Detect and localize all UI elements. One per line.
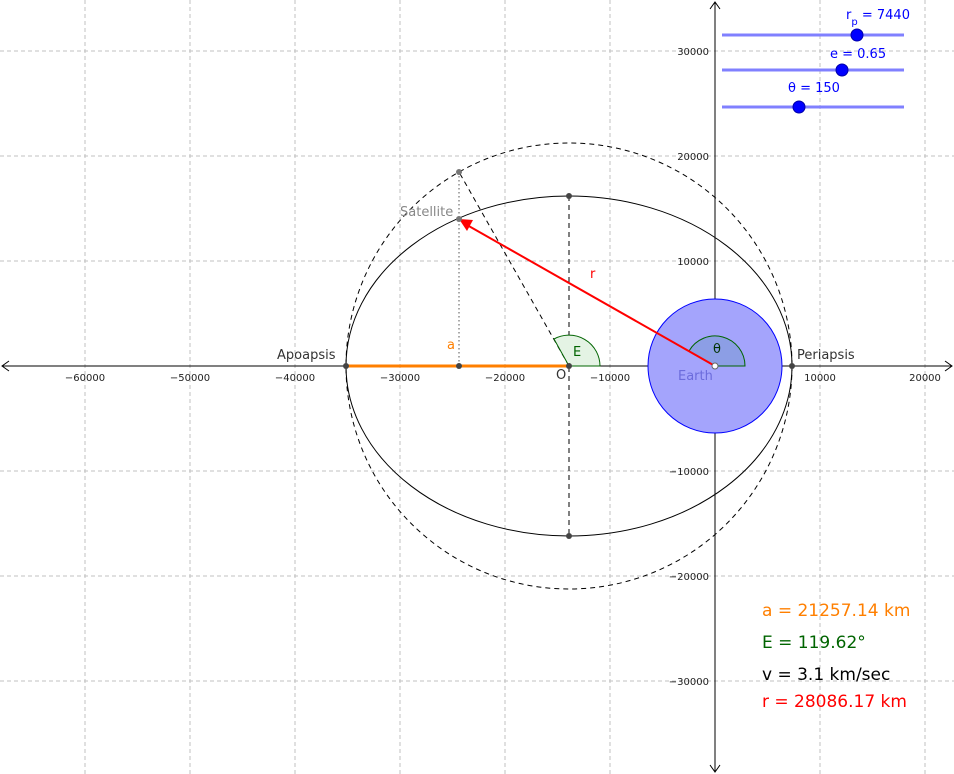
slider-rp[interactable]: rp = 7440 <box>722 8 910 42</box>
periapsis-point[interactable] <box>789 363 795 369</box>
periapsis-label: Periapsis <box>797 348 855 363</box>
tick-labels: −60000 −50000 −40000 −30000 −20000 −10000 1000… <box>65 47 941 688</box>
x-axis-arrow-right <box>944 360 953 372</box>
eccentric-radius-line <box>458 171 570 367</box>
minor-bottom-point[interactable] <box>566 533 572 539</box>
satellite-point[interactable] <box>456 216 462 222</box>
E-angle-sector <box>553 334 601 367</box>
readout-v: v = 3.1 km/sec <box>762 665 891 685</box>
slider-e-knob[interactable] <box>835 63 849 77</box>
satellite-label: Satellite <box>400 205 453 220</box>
y-tick-label: 10000 <box>677 257 709 268</box>
x-axis-arrow-left <box>1 360 10 372</box>
x-tick-label: −60000 <box>65 373 105 384</box>
readout-a: a = 21257.14 km <box>762 601 911 621</box>
slider-theta-knob[interactable] <box>792 100 806 114</box>
earth-center-point[interactable] <box>711 362 719 370</box>
center-label: O <box>556 368 566 383</box>
x-tick-label: 20000 <box>909 373 941 384</box>
E-label: E <box>573 345 581 360</box>
slider-theta[interactable]: θ = 150 <box>722 81 904 114</box>
x-tick-label: −50000 <box>170 373 210 384</box>
x-tick-label: −10000 <box>590 373 630 384</box>
y-tick-label: −10000 <box>669 467 709 478</box>
r-vector <box>466 224 716 367</box>
y-tick-label: 30000 <box>677 47 709 58</box>
y-tick-label: −20000 <box>669 572 709 583</box>
slider-e[interactable]: e = 0.65 <box>722 47 904 77</box>
slider-e-label: e = 0.65 <box>830 47 886 62</box>
r-label: r <box>590 267 596 282</box>
readout-r: r = 28086.17 km <box>762 692 907 712</box>
r-vector-arrowhead <box>459 219 473 231</box>
slider-rp-label: rp = 7440 <box>846 8 910 28</box>
circle-point[interactable] <box>456 169 462 175</box>
minor-top-point[interactable] <box>566 193 572 199</box>
center-point[interactable] <box>566 363 572 369</box>
y-axis-arrow-top <box>709 1 721 10</box>
x-tick-label: −20000 <box>485 373 525 384</box>
y-tick-label: −30000 <box>669 677 709 688</box>
a-label: a <box>447 338 455 353</box>
x-tick-label: 10000 <box>804 373 836 384</box>
x-tick-label: −30000 <box>380 373 420 384</box>
apoapsis-label: Apoapsis <box>277 348 336 363</box>
readout-E: E = 119.62° <box>762 633 866 653</box>
x-tick-label: −40000 <box>275 373 315 384</box>
apoapsis-point[interactable] <box>343 363 349 369</box>
slider-rp-knob[interactable] <box>850 28 864 42</box>
y-axis-arrow-bottom <box>709 764 721 773</box>
earth-label: Earth <box>678 369 713 384</box>
y-tick-label: 20000 <box>677 152 709 163</box>
foot-point[interactable] <box>456 363 462 369</box>
theta-label: θ <box>713 342 721 357</box>
slider-theta-label: θ = 150 <box>788 81 840 96</box>
